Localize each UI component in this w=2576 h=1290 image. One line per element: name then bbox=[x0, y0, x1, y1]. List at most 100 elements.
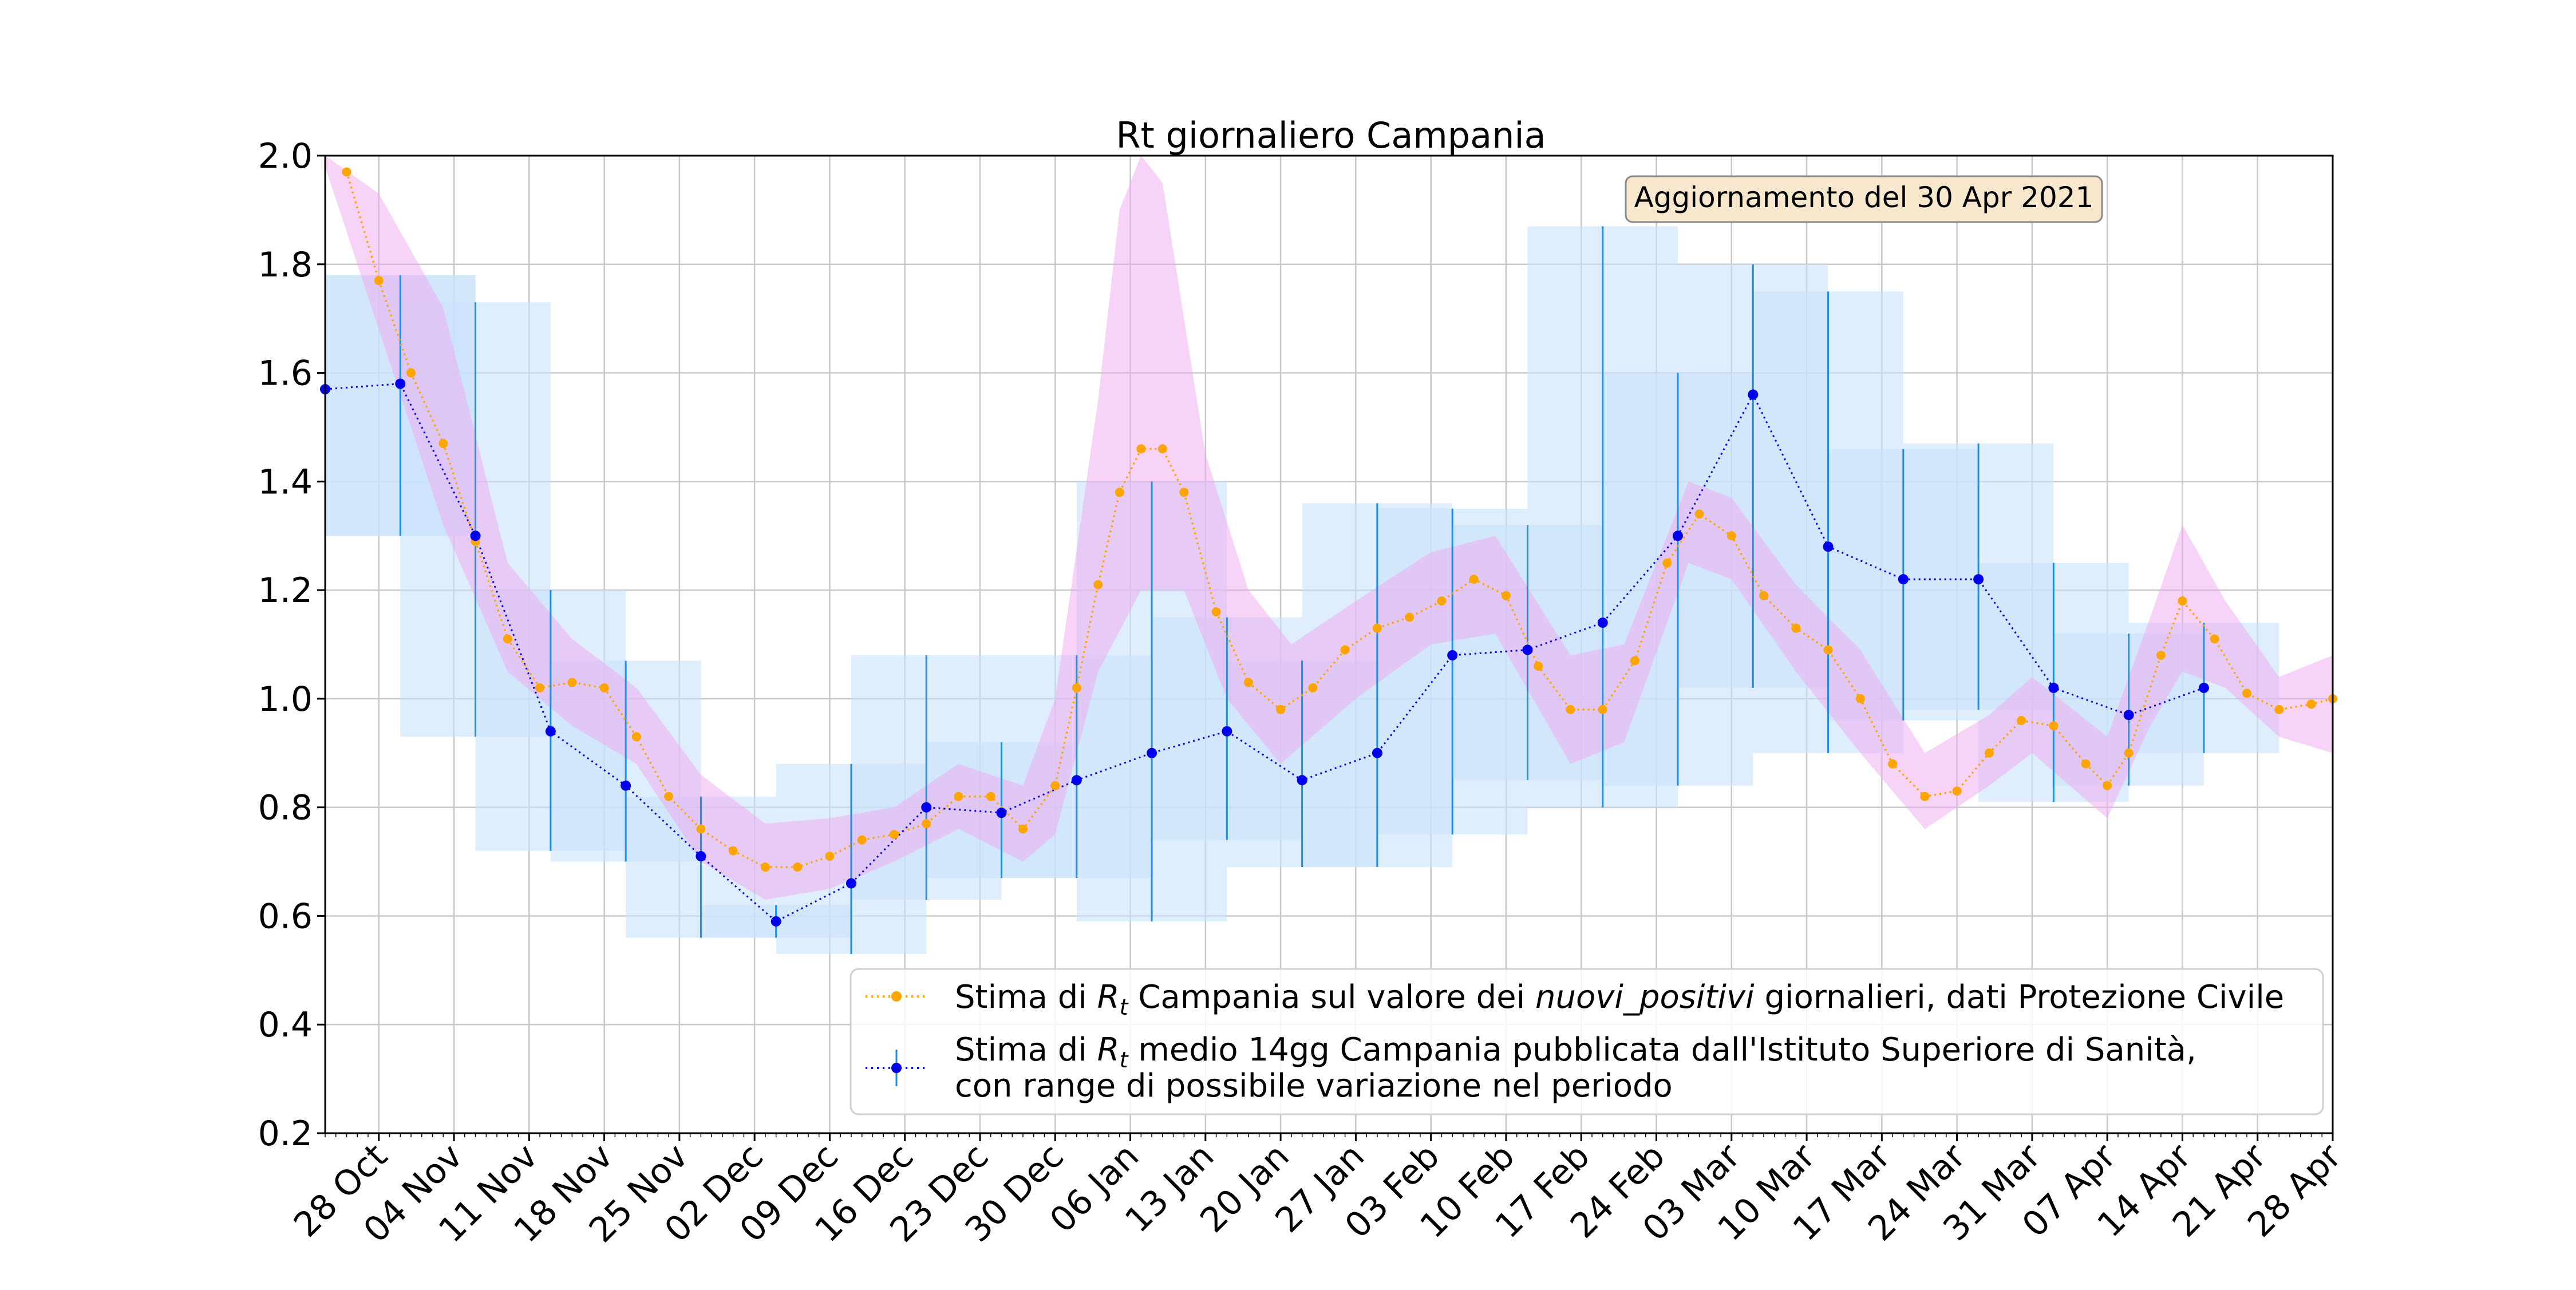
y-tick-label: 1.6 bbox=[258, 354, 313, 394]
daily-point bbox=[1759, 591, 1769, 600]
daily-point bbox=[1115, 488, 1124, 497]
daily-point bbox=[2178, 596, 2187, 606]
daily-point bbox=[1920, 792, 1930, 801]
iss-point bbox=[1522, 644, 1533, 655]
daily-point bbox=[1791, 623, 1801, 633]
legend-daily-text-after: giornalieri, dati Protezione Civile bbox=[1755, 979, 2285, 1016]
legend-entry-iss: Stima di Rt medio 14gg Campania pubblica… bbox=[866, 1031, 2196, 1105]
daily-point bbox=[1501, 591, 1511, 600]
legend-daily-r-subscript: t bbox=[1120, 995, 1129, 1020]
legend-daily-text-mid: Campania sul valore dei bbox=[1128, 979, 1535, 1016]
daily-point bbox=[1405, 612, 1415, 622]
iss-point bbox=[696, 851, 706, 862]
iss-point bbox=[1147, 747, 1157, 758]
daily-point bbox=[2156, 650, 2166, 660]
legend-frame bbox=[850, 968, 2324, 1115]
update-note-box bbox=[1625, 175, 2103, 223]
daily-point bbox=[922, 819, 931, 829]
daily-point bbox=[535, 683, 545, 693]
y-tick-label: 1.8 bbox=[258, 245, 313, 285]
daily-point bbox=[2124, 748, 2134, 758]
iss-point bbox=[1297, 775, 1307, 786]
y-tick-label: 1.4 bbox=[258, 462, 313, 502]
update-note-text: Aggiornamento del 30 Apr 2021 bbox=[1634, 181, 2094, 214]
daily-point bbox=[1308, 683, 1318, 693]
iss-point bbox=[771, 916, 781, 927]
daily-point bbox=[760, 862, 770, 872]
legend-iss-r: R bbox=[1097, 1031, 1120, 1069]
daily-point bbox=[889, 830, 899, 840]
chart-title: Rt giornaliero Campania bbox=[1116, 114, 1546, 156]
legend: Stima di Rt Campania sul valore dei nuov… bbox=[850, 968, 2324, 1115]
legend-iss-text-before: Stima di bbox=[955, 1031, 1097, 1069]
daily-line bbox=[345, 171, 2333, 868]
daily-point bbox=[1437, 596, 1447, 606]
daily-point bbox=[1952, 786, 1962, 796]
daily-point bbox=[1630, 656, 1639, 666]
iss-point bbox=[1597, 618, 1608, 628]
daily-point bbox=[1340, 645, 1350, 655]
daily-point bbox=[438, 438, 448, 448]
daily-point bbox=[1984, 748, 1994, 758]
daily-band bbox=[325, 156, 2333, 900]
y-tick-label: 0.2 bbox=[258, 1114, 313, 1154]
daily-point bbox=[1136, 444, 1146, 454]
daily-point bbox=[728, 846, 738, 856]
daily-point bbox=[1179, 488, 1189, 497]
iss-point bbox=[1973, 574, 1984, 585]
daily-point bbox=[2306, 699, 2316, 709]
daily-point bbox=[857, 835, 867, 845]
daily-point bbox=[1157, 444, 1167, 454]
iss-point bbox=[996, 808, 1007, 818]
y-tick-label: 2.0 bbox=[258, 136, 313, 176]
y-tick-label: 1.2 bbox=[258, 571, 313, 611]
daily-point bbox=[1093, 580, 1103, 589]
daily-point bbox=[2017, 715, 2026, 725]
daily-point bbox=[1823, 645, 1833, 655]
daily-point bbox=[825, 852, 835, 861]
daily-point bbox=[1566, 705, 1575, 714]
legend-iss-text-line1: medio 14gg Campania pubblicata dall'Isti… bbox=[1128, 1031, 2196, 1069]
daily-point bbox=[1726, 531, 1736, 541]
iss-point bbox=[1372, 747, 1382, 758]
daily-point bbox=[1211, 607, 1221, 617]
daily-point bbox=[599, 683, 609, 693]
update-note: Aggiornamento del 30 Apr 2021 bbox=[1625, 175, 2103, 223]
daily-point bbox=[1662, 558, 1672, 568]
daily-point bbox=[631, 732, 641, 742]
iss-point bbox=[2048, 682, 2059, 693]
legend-daily-label: Stima di Rt Campania sul valore dei nuov… bbox=[955, 979, 2284, 1020]
iss-point bbox=[1071, 775, 1082, 786]
daily-point bbox=[1598, 705, 1607, 714]
daily-point bbox=[2049, 721, 2059, 731]
daily-point bbox=[1534, 661, 1543, 671]
legend-daily-text-before: Stima di bbox=[955, 979, 1097, 1016]
daily-point bbox=[2274, 705, 2284, 714]
legend-daily-r: R bbox=[1097, 979, 1120, 1016]
daily-point bbox=[696, 824, 706, 834]
iss-point bbox=[921, 802, 932, 813]
daily-point bbox=[374, 276, 384, 286]
daily-point bbox=[954, 792, 963, 801]
daily-point bbox=[2210, 634, 2219, 644]
iss-point bbox=[470, 531, 481, 541]
iss-point bbox=[545, 726, 556, 737]
legend-daily-text-italic: nuovi_positivi bbox=[1535, 979, 1755, 1016]
daily-point bbox=[1372, 623, 1382, 633]
legend-iss-marker bbox=[891, 1063, 902, 1073]
iss-point bbox=[2123, 710, 2134, 721]
iss-point bbox=[1898, 574, 1909, 585]
legend-iss-label-line2: con range di possibile variazione nel pe… bbox=[955, 1067, 1673, 1105]
daily-point bbox=[342, 167, 351, 177]
legend-daily-marker bbox=[891, 991, 902, 1002]
plot-frame bbox=[324, 155, 2334, 1134]
y-tick-label: 0.8 bbox=[258, 788, 313, 828]
series-lines bbox=[325, 171, 2333, 923]
daily-point bbox=[406, 368, 416, 378]
iss-point bbox=[395, 378, 406, 389]
y-tick-label: 1.0 bbox=[258, 679, 313, 719]
daily-uncertainty-band bbox=[325, 156, 2333, 900]
iss-point bbox=[1673, 531, 1684, 541]
iss-point bbox=[1823, 541, 1834, 552]
